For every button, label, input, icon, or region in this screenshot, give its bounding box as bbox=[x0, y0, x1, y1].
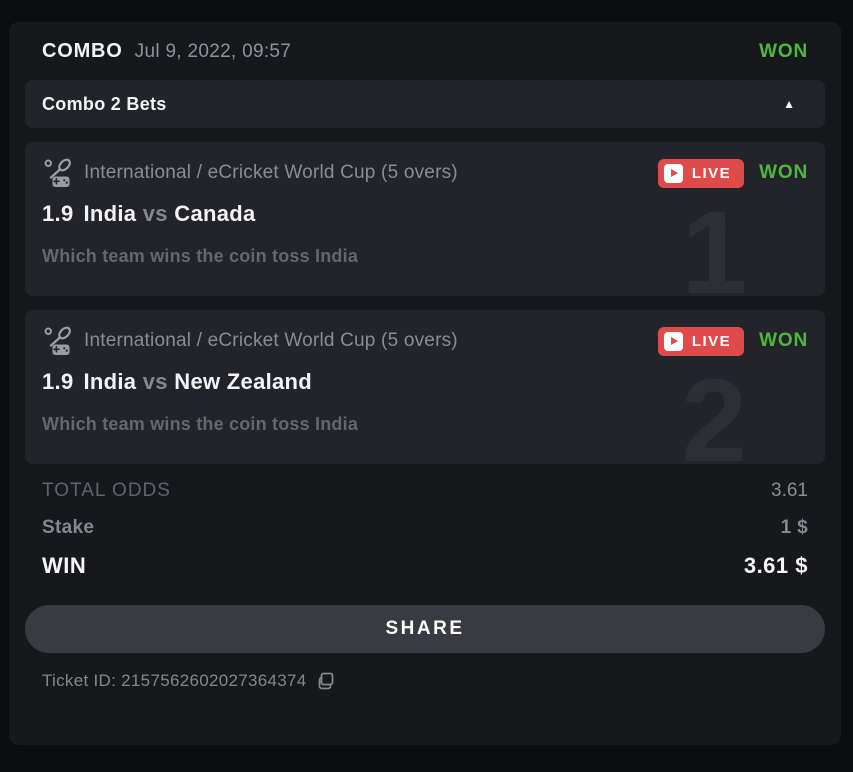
win-row: WIN 3.61 $ bbox=[42, 553, 808, 579]
bet-category: International / eCricket World Cup (5 ov… bbox=[84, 330, 458, 351]
play-icon bbox=[663, 163, 683, 183]
bet-card-top-row: International / eCricket World Cup (5 ov… bbox=[42, 326, 808, 356]
bet-card-badges: LIVE WON bbox=[657, 326, 808, 356]
ticket-datetime: Jul 9, 2022, 09:57 bbox=[134, 40, 292, 62]
ticket-id-text: Ticket ID: 2157562602027364374 bbox=[42, 671, 307, 690]
live-badge[interactable]: LIVE bbox=[657, 326, 745, 356]
ticket-id-row: Ticket ID: 2157562602027364374 bbox=[25, 671, 825, 691]
bet-card-2: International / eCricket World Cup (5 ov… bbox=[25, 310, 825, 464]
bet-status-badge: WON bbox=[759, 330, 808, 351]
play-icon bbox=[663, 331, 683, 351]
total-odds-row: TOTAL ODDS 3.61 bbox=[42, 480, 808, 502]
bet-home-team: India bbox=[83, 369, 137, 394]
vs-label: vs bbox=[142, 369, 168, 394]
bet-odds: 1.9 bbox=[42, 201, 74, 226]
bet-match-row: 1.9 India vs Canada bbox=[42, 201, 808, 227]
chevron-up-icon[interactable]: ▲ bbox=[783, 97, 795, 111]
total-odds-value: 3.61 bbox=[771, 480, 808, 501]
win-value: 3.61 $ bbox=[743, 553, 808, 578]
combo-bets-collapse-bar[interactable]: Combo 2 Bets ▲ bbox=[25, 80, 825, 128]
stake-label: Stake bbox=[42, 517, 95, 538]
bet-ticket-card: COMBO Jul 9, 2022, 09:57 WON Combo 2 Bet… bbox=[9, 22, 841, 745]
bet-odds: 1.9 bbox=[42, 369, 74, 394]
bet-index-watermark: 1 bbox=[681, 187, 747, 296]
total-odds-label: TOTAL ODDS bbox=[42, 480, 171, 501]
stake-row: Stake 1 $ bbox=[42, 517, 808, 539]
bet-away-team: Canada bbox=[174, 201, 256, 226]
ecricket-icon bbox=[42, 158, 72, 188]
live-badge-label: LIVE bbox=[691, 332, 732, 350]
ecricket-icon bbox=[42, 326, 72, 356]
copy-icon[interactable] bbox=[316, 671, 336, 691]
share-button[interactable]: SHARE bbox=[25, 605, 825, 653]
live-badge-label: LIVE bbox=[691, 164, 732, 182]
bet-away-team: New Zealand bbox=[174, 369, 313, 394]
ticket-header: COMBO Jul 9, 2022, 09:57 WON bbox=[25, 22, 825, 63]
bet-index-watermark: 2 bbox=[681, 355, 747, 464]
bet-home-team: India bbox=[83, 201, 137, 226]
bet-card-badges: LIVE WON bbox=[657, 158, 808, 188]
bet-status-badge: WON bbox=[759, 162, 808, 183]
combo-bets-label: Combo 2 Bets bbox=[42, 93, 167, 114]
stake-value: 1 $ bbox=[780, 517, 808, 538]
bet-card-top-row: International / eCricket World Cup (5 ov… bbox=[42, 158, 808, 188]
bet-market-selection: Which team wins the coin toss India bbox=[42, 414, 359, 434]
bet-match-row: 1.9 India vs New Zealand bbox=[42, 369, 808, 395]
bet-type-label: COMBO bbox=[42, 40, 123, 62]
bet-card-1: International / eCricket World Cup (5 ov… bbox=[25, 142, 825, 296]
bet-market-selection: Which team wins the coin toss India bbox=[42, 246, 359, 266]
live-badge[interactable]: LIVE bbox=[657, 158, 745, 188]
vs-label: vs bbox=[142, 201, 168, 226]
totals-section: TOTAL ODDS 3.61 Stake 1 $ WIN 3.61 $ bbox=[25, 464, 825, 579]
ticket-status-badge: WON bbox=[759, 40, 808, 62]
bet-category: International / eCricket World Cup (5 ov… bbox=[84, 162, 458, 183]
win-label: WIN bbox=[42, 553, 87, 578]
